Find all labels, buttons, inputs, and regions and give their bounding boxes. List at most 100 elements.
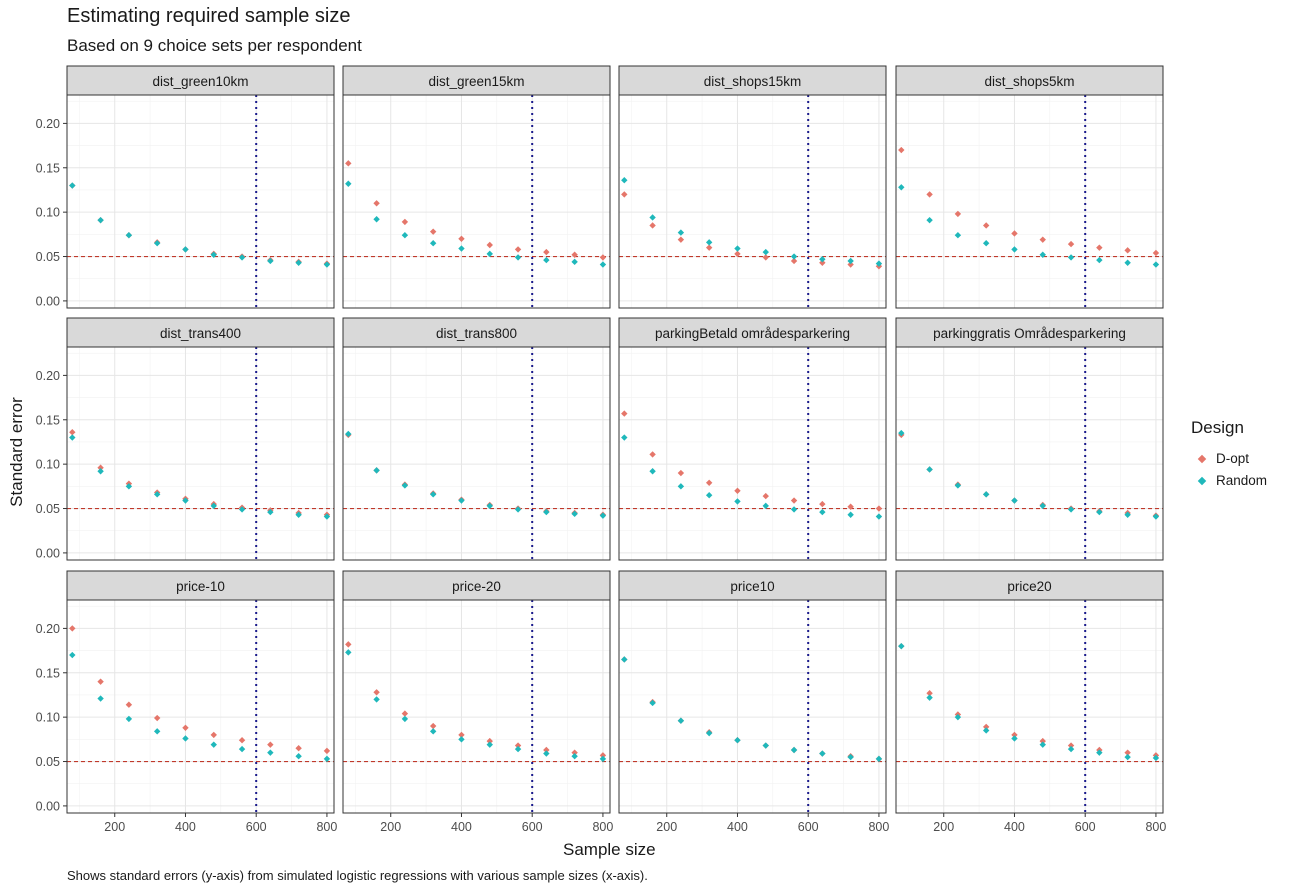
x-tick-label: 800: [868, 820, 889, 834]
data-point-random: [458, 497, 465, 504]
data-point-dopt: [734, 487, 741, 494]
data-point-random: [401, 482, 409, 489]
y-tick-label: 0.00: [36, 294, 60, 308]
data-point-random: [649, 214, 656, 221]
data-point-dopt: [621, 191, 628, 198]
data-point-random: [898, 642, 905, 650]
facet-label: dist_trans400: [160, 326, 241, 341]
data-point-random: [954, 713, 962, 721]
data-point-random: [621, 656, 628, 663]
data-point-random: [898, 429, 905, 437]
data-point-dopt: [345, 160, 352, 167]
y-tick-label: 0.05: [36, 250, 60, 264]
x-tick-label: 400: [451, 820, 472, 834]
data-point-dopt: [486, 737, 493, 745]
data-point-dopt: [345, 641, 352, 648]
data-point-random: [153, 728, 161, 735]
x-tick-label: 600: [1075, 820, 1096, 834]
data-point-random: [486, 250, 493, 258]
facet-label: price10: [730, 579, 774, 594]
data-point-random: [125, 483, 133, 490]
panel-border: [342, 346, 611, 561]
data-point-random: [69, 651, 76, 659]
data-point-dopt: [790, 497, 798, 504]
x-tick-label: 400: [1004, 820, 1025, 834]
data-point-dopt: [1096, 244, 1103, 251]
data-point-random: [1011, 246, 1018, 253]
data-point-random: [373, 467, 380, 474]
data-point-dopt: [295, 745, 302, 752]
y-tick-label: 0.15: [36, 666, 60, 680]
data-point-random: [705, 492, 713, 499]
facet-strip: [618, 65, 887, 96]
data-point-random: [267, 257, 274, 265]
facet-label: parkinggratis Områdesparkering: [933, 326, 1126, 341]
data-point-dopt: [401, 218, 409, 226]
data-point-random: [125, 715, 133, 723]
data-point-dopt: [599, 752, 607, 759]
data-point-dopt: [762, 254, 769, 261]
data-point-random: [210, 251, 217, 258]
data-point-random: [819, 750, 826, 757]
data-point-dopt: [458, 235, 465, 242]
data-point-dopt: [486, 241, 493, 249]
data-point-random: [649, 699, 656, 707]
data-point-dopt: [599, 254, 607, 261]
data-point-random: [97, 468, 104, 475]
data-point-dopt: [373, 200, 380, 207]
data-point-random: [847, 753, 854, 761]
data-point-random: [898, 184, 905, 191]
data-point-dopt: [705, 244, 713, 251]
y-axis-label: Standard error: [7, 397, 26, 507]
x-tick-label: 400: [727, 820, 748, 834]
x-tick-label: 600: [522, 820, 543, 834]
chart-subtitle: Based on 9 choice sets per respondent: [67, 36, 362, 55]
facet-label: dist_trans800: [436, 326, 517, 341]
data-point-random: [954, 232, 962, 239]
data-point-random: [621, 177, 628, 184]
panel-border: [66, 599, 335, 814]
data-point-random: [847, 257, 854, 265]
data-point-random: [982, 491, 990, 498]
data-point-random: [323, 755, 331, 763]
data-point-random: [1039, 251, 1046, 258]
data-point-dopt: [875, 505, 883, 512]
data-point-random: [238, 254, 246, 261]
data-point-dopt: [571, 251, 578, 258]
data-point-random: [514, 254, 522, 261]
data-point-random: [345, 649, 352, 656]
facet-strip: [66, 570, 335, 601]
data-point-dopt: [543, 746, 550, 754]
data-point-random: [295, 511, 302, 518]
data-point-dopt: [267, 741, 274, 748]
data-point-random: [1124, 753, 1131, 761]
panel-background: [67, 347, 334, 560]
panel-border: [618, 346, 887, 561]
data-point-random: [875, 513, 883, 520]
facet-label: parkingBetald områdesparkering: [655, 326, 850, 341]
data-point-random: [345, 430, 352, 438]
x-tick-label: 200: [104, 820, 125, 834]
data-point-random: [1039, 502, 1046, 510]
legend-random-label: Random: [1216, 473, 1268, 488]
legend-dopt-label: D-opt: [1216, 451, 1250, 466]
facet-strip: [895, 65, 1164, 96]
data-point-dopt: [954, 210, 962, 218]
data-point-random: [486, 502, 493, 510]
facet-strip: [342, 317, 611, 348]
data-point-dopt: [1011, 731, 1018, 739]
y-tick-label: 0.20: [36, 117, 60, 131]
data-point-dopt: [926, 191, 933, 198]
data-point-random: [1124, 259, 1131, 266]
data-point-random: [1096, 508, 1103, 516]
data-point-dopt: [847, 261, 854, 268]
data-point-dopt: [705, 479, 713, 486]
panel-background: [67, 600, 334, 813]
data-point-dopt: [458, 731, 465, 739]
x-tick-label: 200: [656, 820, 677, 834]
data-point-random: [1096, 256, 1103, 264]
data-point-random: [153, 240, 161, 247]
data-point-random: [543, 256, 550, 264]
data-point-random: [458, 736, 465, 743]
data-point-random: [69, 434, 76, 441]
